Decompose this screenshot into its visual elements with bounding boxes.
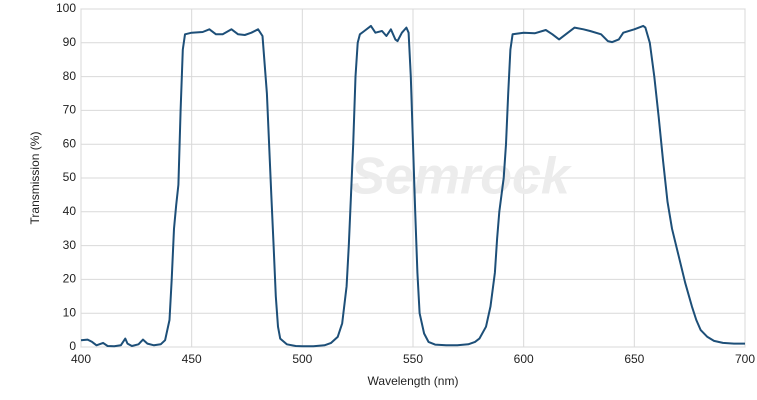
y-tick-label: 80: [63, 69, 77, 83]
y-tick-label: 10: [63, 305, 77, 319]
x-tick-label: 500: [292, 352, 312, 366]
y-axis-label: Transmission (%): [28, 132, 42, 225]
y-tick-label: 0: [69, 339, 76, 353]
y-tick-label: 60: [63, 136, 77, 150]
x-tick-label: 700: [735, 352, 755, 366]
x-tick-label: 450: [182, 352, 202, 366]
y-tick-label: 90: [63, 35, 77, 49]
y-tick-label: 30: [63, 238, 77, 252]
x-tick-label: 400: [71, 352, 91, 366]
x-tick-label: 550: [403, 352, 423, 366]
x-tick-label: 650: [624, 352, 644, 366]
y-tick-label: 70: [63, 103, 77, 117]
y-tick-label: 40: [63, 204, 77, 218]
x-axis-label: Wavelength (nm): [368, 374, 459, 388]
y-tick-label: 100: [56, 1, 76, 15]
data-line: [80, 24, 745, 348]
watermark: Semrock: [350, 148, 573, 206]
y-tick-label: 50: [63, 170, 77, 184]
y-tick-label: 20: [63, 272, 77, 286]
x-tick-label: 600: [514, 352, 534, 366]
